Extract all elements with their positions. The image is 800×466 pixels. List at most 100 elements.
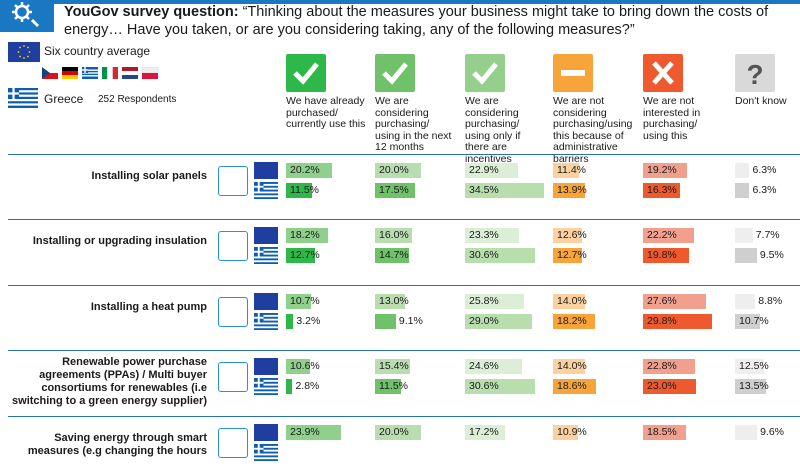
bar-avg xyxy=(286,294,311,309)
value-label-avg: 23.9% xyxy=(290,426,320,438)
bar-greece xyxy=(643,379,696,394)
bar-avg xyxy=(286,425,341,440)
bar-avg xyxy=(553,359,586,374)
eu-flag-icon xyxy=(254,162,278,179)
bar-avg xyxy=(735,228,753,243)
value-label-greece: 23.0% xyxy=(647,380,677,392)
question-label: YouGov survey question: xyxy=(64,4,239,20)
column-header-2: We are considering purchasing/ using in … xyxy=(375,95,452,153)
bar-avg xyxy=(735,425,758,440)
value-label-avg: 18.5% xyxy=(647,426,677,438)
greece-flag-icon xyxy=(254,182,278,199)
polish-flag-icon xyxy=(141,66,159,79)
greece-flag-icon xyxy=(254,247,278,264)
italian-flag-icon xyxy=(102,67,118,79)
value-label-greece: 9.5% xyxy=(759,249,784,261)
bar-avg xyxy=(643,425,686,440)
value-label-greece: 2.8% xyxy=(295,380,320,392)
value-label-greece: 13.5% xyxy=(739,380,769,392)
value-label-avg: 15.4% xyxy=(379,360,409,372)
bar-avg xyxy=(286,228,328,243)
bar-greece xyxy=(286,248,316,263)
bar-avg xyxy=(643,359,696,374)
value-label-avg: 23.3% xyxy=(469,229,499,241)
greek-flag-icon-small xyxy=(82,67,98,79)
column-header-5: We are not interested in purchasing/ usi… xyxy=(643,95,701,142)
value-label-avg: 10.9% xyxy=(557,426,587,438)
bar-avg xyxy=(553,228,582,243)
row-separator xyxy=(8,219,800,220)
value-label-avg: 25.8% xyxy=(469,295,499,307)
bar-greece xyxy=(465,183,545,198)
value-label-greece: 29.0% xyxy=(469,315,499,327)
bar-avg xyxy=(465,163,518,178)
contract-icon xyxy=(218,362,248,392)
eu-flag-icon xyxy=(254,424,278,441)
bar-greece xyxy=(375,183,416,198)
eu-flag-icon xyxy=(254,227,278,244)
bar-greece xyxy=(643,248,689,263)
value-label-avg: 19.2% xyxy=(647,164,677,176)
value-label-avg: 20.2% xyxy=(290,164,320,176)
bar-avg xyxy=(286,359,311,374)
value-label-avg: 27.6% xyxy=(647,295,677,307)
column-header-6: Don't know xyxy=(735,95,787,107)
category-label: Renewable power purchase agreements (PPA… xyxy=(12,356,207,407)
solar-panel-icon xyxy=(218,166,248,196)
greece-flag-icon xyxy=(254,313,278,330)
value-label-greece: 11.5% xyxy=(379,380,408,392)
bar-avg xyxy=(375,359,411,374)
value-label-greece: 16.3% xyxy=(647,184,677,196)
bar-avg xyxy=(375,425,421,440)
category-label: Installing a heat pump xyxy=(90,301,207,313)
svg-text:?: ? xyxy=(746,59,763,90)
bar-greece xyxy=(375,248,409,263)
value-label-avg: 7.7% xyxy=(755,229,780,241)
bar-avg xyxy=(465,294,525,309)
value-label-avg: 13.0% xyxy=(379,295,409,307)
bar-greece xyxy=(553,248,583,263)
bar-greece xyxy=(375,379,402,394)
check-icon xyxy=(375,54,415,92)
value-label-greece: 30.6% xyxy=(469,380,499,392)
bar-avg xyxy=(553,163,580,178)
value-label-greece: 14.7% xyxy=(379,249,409,261)
bar-greece xyxy=(735,248,757,263)
category-label: Saving energy through smart measures (e.… xyxy=(27,432,207,457)
question-icon: ? xyxy=(735,54,775,92)
value-label-avg: 9.6% xyxy=(760,426,785,438)
bar-greece xyxy=(643,183,681,198)
value-label-greece: 3.2% xyxy=(296,315,321,327)
value-label-avg: 10.7% xyxy=(290,295,320,307)
value-label-avg: 20.0% xyxy=(379,426,409,438)
column-header-3: We are considering purchasing/ using onl… xyxy=(465,95,521,165)
bar-avg xyxy=(553,425,579,440)
value-label-avg: 8.8% xyxy=(758,295,783,307)
value-label-avg: 11.4% xyxy=(557,164,586,176)
bar-avg xyxy=(465,359,522,374)
row-separator xyxy=(8,285,800,286)
value-label-avg: 10.6% xyxy=(290,360,320,372)
greece-flag-icon xyxy=(8,88,38,113)
value-label-avg: 18.2% xyxy=(290,229,320,241)
greece-flag-icon xyxy=(254,444,278,461)
bar-avg xyxy=(286,163,333,178)
value-label-greece: 12.7% xyxy=(557,249,587,261)
value-label-greece: 29.8% xyxy=(647,315,677,327)
bar-greece xyxy=(465,248,536,263)
bar-avg xyxy=(375,228,412,243)
row-separator xyxy=(8,416,800,417)
bar-greece xyxy=(735,183,750,198)
value-label-avg: 14.0% xyxy=(557,360,587,372)
check-icon xyxy=(465,54,505,92)
value-label-avg: 22.9% xyxy=(469,164,499,176)
value-label-greece: 13.9% xyxy=(557,184,587,196)
bar-greece xyxy=(465,314,532,329)
bar-avg xyxy=(465,228,519,243)
respondents-count: 252 Respondents xyxy=(98,94,177,105)
value-label-greece: 18.6% xyxy=(557,380,587,392)
dutch-flag-icon xyxy=(122,67,138,79)
bar-greece xyxy=(465,379,536,394)
value-label-avg: 24.6% xyxy=(469,360,499,372)
value-label-greece: 18.2% xyxy=(557,315,587,327)
